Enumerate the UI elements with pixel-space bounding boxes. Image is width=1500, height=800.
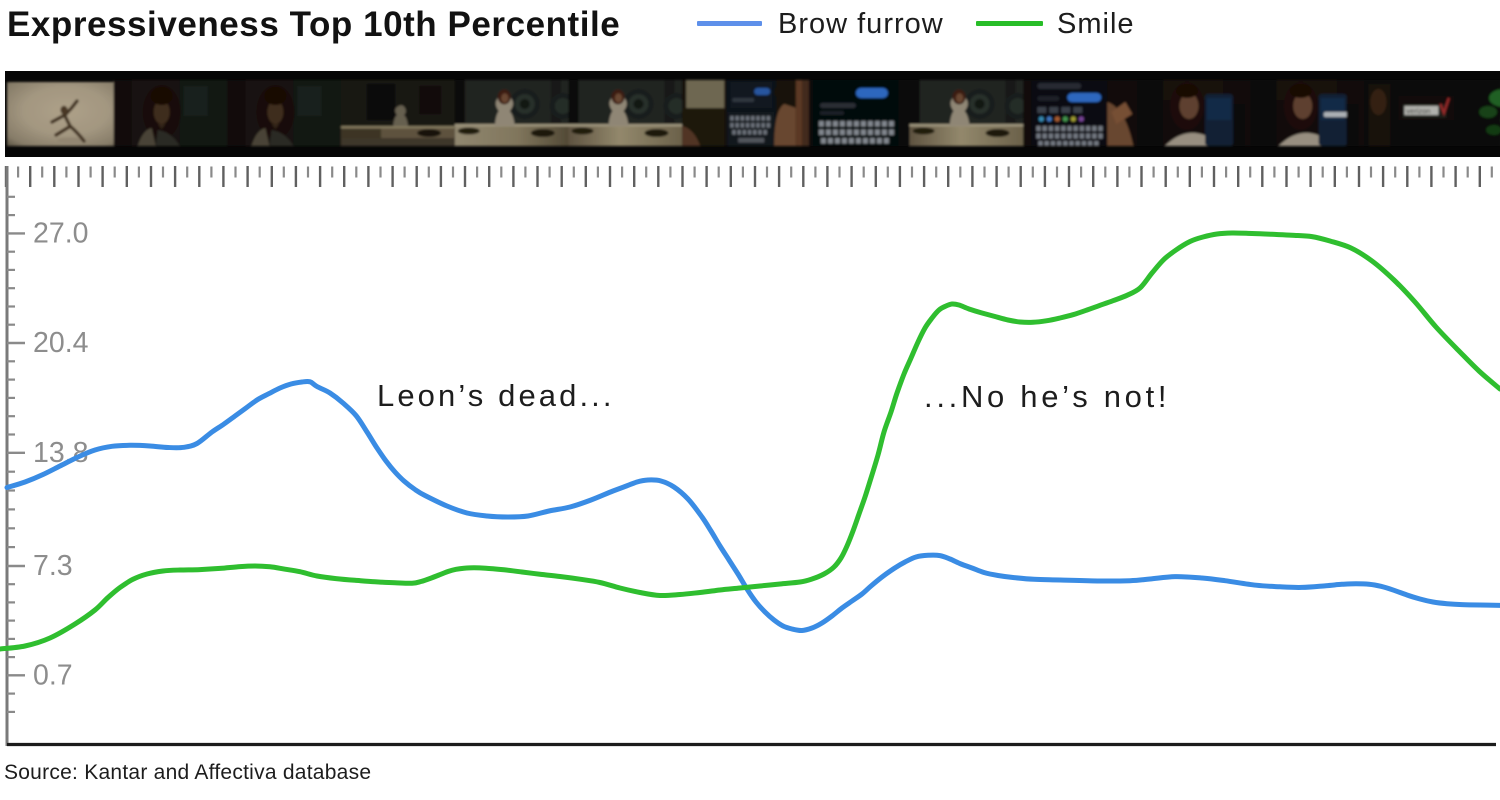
svg-text:20.4: 20.4 bbox=[33, 327, 89, 359]
svg-text:verizon: verizon bbox=[1406, 107, 1430, 116]
svg-text:27.0: 27.0 bbox=[33, 218, 88, 250]
svg-text:7.3: 7.3 bbox=[33, 550, 73, 582]
svg-text:0.7: 0.7 bbox=[33, 660, 73, 692]
